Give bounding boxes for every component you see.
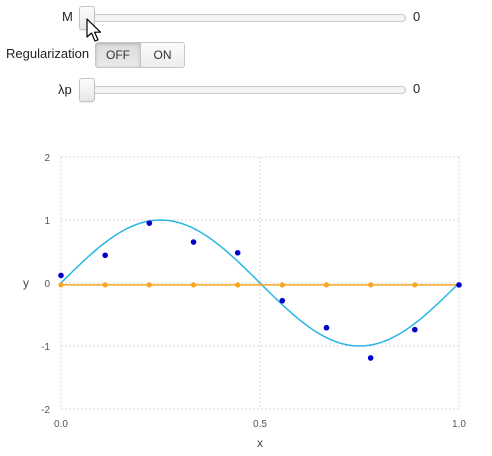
sample-point <box>234 249 241 256</box>
fit-point <box>102 282 108 288</box>
fit-point <box>368 282 374 288</box>
x-tick-label: 0.5 <box>253 419 267 430</box>
x-tick-label: 1.0 <box>452 419 466 430</box>
m-label: M <box>62 9 73 24</box>
sample-point <box>190 239 197 245</box>
regularization-toggle[interactable]: OFF ON <box>95 42 185 68</box>
axis-ticks: 0.0 0.5 1.0 -2 -1 0 1 2 <box>41 153 466 430</box>
sample-point <box>412 326 418 333</box>
true-sine-curve <box>60 219 460 347</box>
m-value: 0 <box>413 9 421 24</box>
y-tick-label: -2 <box>41 405 50 416</box>
sample-point <box>102 252 108 259</box>
x-tick-label: 0.0 <box>54 419 68 430</box>
sample-point <box>58 272 64 279</box>
sample-points <box>58 220 462 361</box>
regularization-on-button[interactable]: ON <box>140 43 184 67</box>
fit-point <box>412 282 418 288</box>
sample-point <box>456 282 462 288</box>
regularization-off-button[interactable]: OFF <box>96 43 140 67</box>
lambda-value: 0 <box>413 81 421 96</box>
sample-point <box>279 297 286 304</box>
fit-point <box>235 282 241 288</box>
mouse-pointer-icon <box>86 18 102 42</box>
lambda-slider-thumb[interactable] <box>79 78 95 102</box>
fit-point <box>190 282 197 288</box>
regularization-label: Regularization <box>6 46 90 61</box>
fit-point <box>279 282 285 288</box>
y-tick-label: 0 <box>44 279 50 290</box>
y-tick-label: 2 <box>44 153 50 164</box>
sample-point <box>323 324 330 331</box>
y-axis-label: y <box>23 276 29 290</box>
lambda-label: λp <box>58 82 72 97</box>
fit-point <box>58 282 64 288</box>
sample-point <box>367 355 374 361</box>
y-tick-label: -1 <box>41 342 50 353</box>
fit-point <box>146 282 152 288</box>
x-axis-label: x <box>257 436 263 450</box>
fit-point <box>323 282 330 288</box>
sample-point <box>146 220 153 226</box>
y-tick-label: 1 <box>44 216 50 227</box>
